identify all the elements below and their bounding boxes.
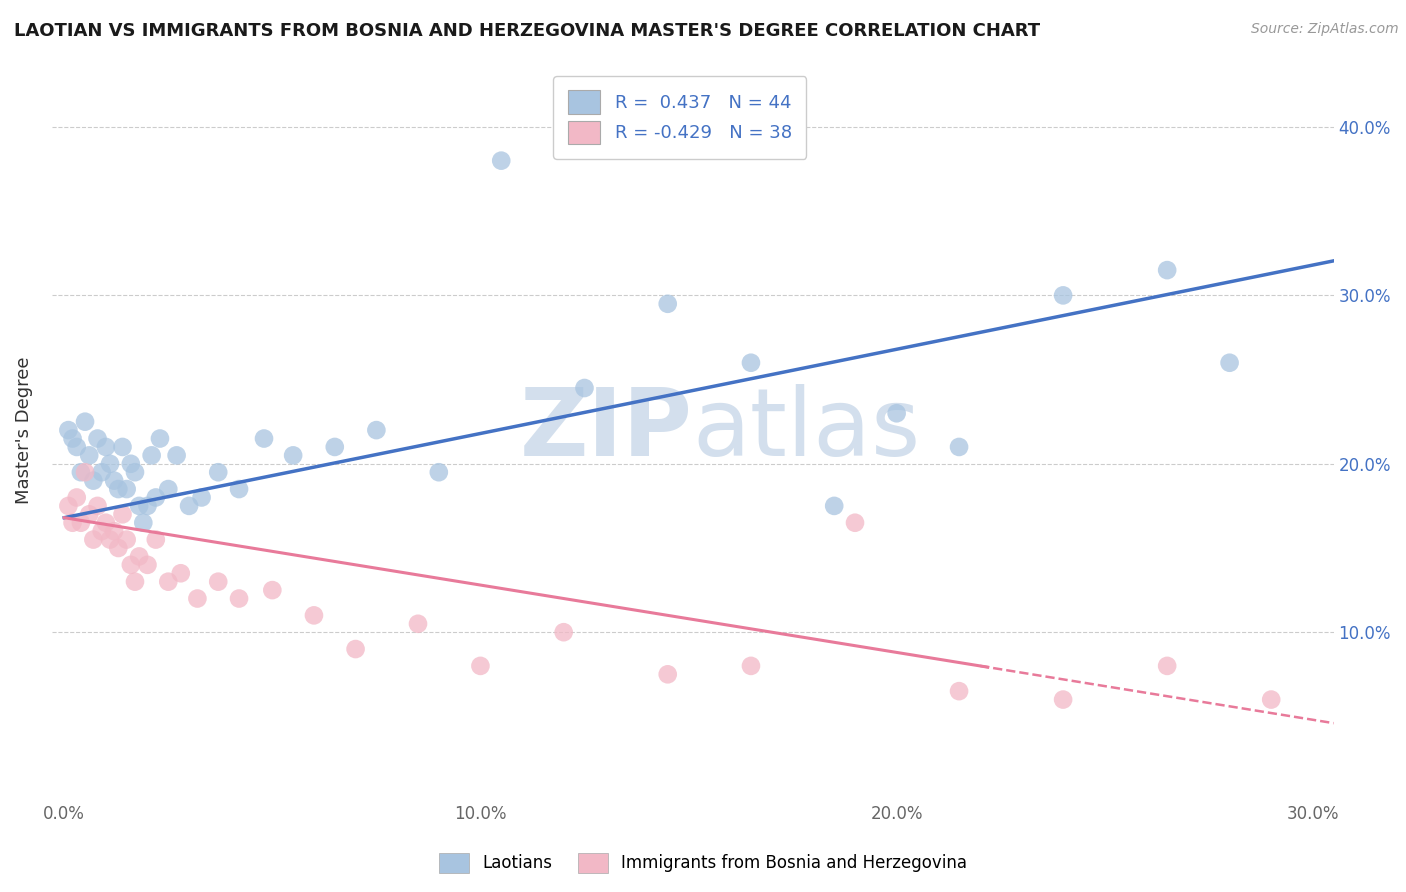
- Point: [111, 508, 134, 522]
- Point: [98, 533, 121, 547]
- Point: [948, 440, 970, 454]
- Point: [186, 591, 208, 606]
- Point: [136, 499, 159, 513]
- Point: [149, 432, 172, 446]
- Point: [132, 516, 155, 530]
- Text: ZIP: ZIP: [520, 384, 693, 476]
- Point: [190, 491, 212, 505]
- Point: [58, 423, 80, 437]
- Point: [90, 524, 112, 538]
- Point: [107, 482, 129, 496]
- Point: [77, 449, 100, 463]
- Point: [82, 533, 104, 547]
- Point: [86, 499, 108, 513]
- Point: [1156, 659, 1178, 673]
- Point: [574, 381, 596, 395]
- Point: [177, 499, 200, 513]
- Point: [136, 558, 159, 572]
- Point: [844, 516, 866, 530]
- Point: [70, 465, 93, 479]
- Point: [1052, 692, 1074, 706]
- Point: [657, 297, 679, 311]
- Point: [86, 432, 108, 446]
- Point: [82, 474, 104, 488]
- Point: [470, 659, 492, 673]
- Point: [120, 558, 142, 572]
- Point: [66, 491, 89, 505]
- Point: [62, 432, 84, 446]
- Point: [1156, 263, 1178, 277]
- Point: [1219, 356, 1241, 370]
- Point: [128, 549, 150, 564]
- Point: [141, 449, 163, 463]
- Point: [157, 574, 180, 589]
- Point: [98, 457, 121, 471]
- Point: [228, 591, 250, 606]
- Point: [253, 432, 276, 446]
- Point: [1052, 288, 1074, 302]
- Point: [66, 440, 89, 454]
- Point: [73, 465, 96, 479]
- Point: [207, 465, 229, 479]
- Point: [366, 423, 388, 437]
- Point: [1260, 692, 1282, 706]
- Point: [90, 465, 112, 479]
- Point: [145, 491, 167, 505]
- Point: [94, 440, 117, 454]
- Point: [103, 524, 125, 538]
- Point: [553, 625, 575, 640]
- Point: [740, 659, 762, 673]
- Point: [281, 449, 304, 463]
- Legend: R =  0.437   N = 44, R = -0.429   N = 38: R = 0.437 N = 44, R = -0.429 N = 38: [554, 76, 807, 159]
- Point: [77, 508, 100, 522]
- Point: [302, 608, 325, 623]
- Point: [344, 642, 367, 657]
- Point: [128, 499, 150, 513]
- Point: [120, 457, 142, 471]
- Point: [157, 482, 180, 496]
- Point: [107, 541, 129, 555]
- Point: [406, 616, 429, 631]
- Point: [70, 516, 93, 530]
- Point: [111, 440, 134, 454]
- Point: [948, 684, 970, 698]
- Point: [62, 516, 84, 530]
- Text: Source: ZipAtlas.com: Source: ZipAtlas.com: [1251, 22, 1399, 37]
- Point: [207, 574, 229, 589]
- Point: [115, 533, 138, 547]
- Point: [170, 566, 193, 581]
- Y-axis label: Master's Degree: Master's Degree: [15, 357, 32, 504]
- Point: [124, 574, 146, 589]
- Point: [740, 356, 762, 370]
- Text: atlas: atlas: [693, 384, 921, 476]
- Point: [427, 465, 450, 479]
- Point: [657, 667, 679, 681]
- Text: LAOTIAN VS IMMIGRANTS FROM BOSNIA AND HERZEGOVINA MASTER'S DEGREE CORRELATION CH: LAOTIAN VS IMMIGRANTS FROM BOSNIA AND HE…: [14, 22, 1040, 40]
- Legend: Laotians, Immigrants from Bosnia and Herzegovina: Laotians, Immigrants from Bosnia and Her…: [433, 847, 973, 880]
- Point: [323, 440, 346, 454]
- Point: [262, 583, 284, 598]
- Point: [94, 516, 117, 530]
- Point: [886, 406, 908, 420]
- Point: [73, 415, 96, 429]
- Point: [228, 482, 250, 496]
- Point: [124, 465, 146, 479]
- Point: [103, 474, 125, 488]
- Point: [823, 499, 845, 513]
- Point: [115, 482, 138, 496]
- Point: [145, 533, 167, 547]
- Point: [491, 153, 513, 168]
- Point: [166, 449, 188, 463]
- Point: [58, 499, 80, 513]
